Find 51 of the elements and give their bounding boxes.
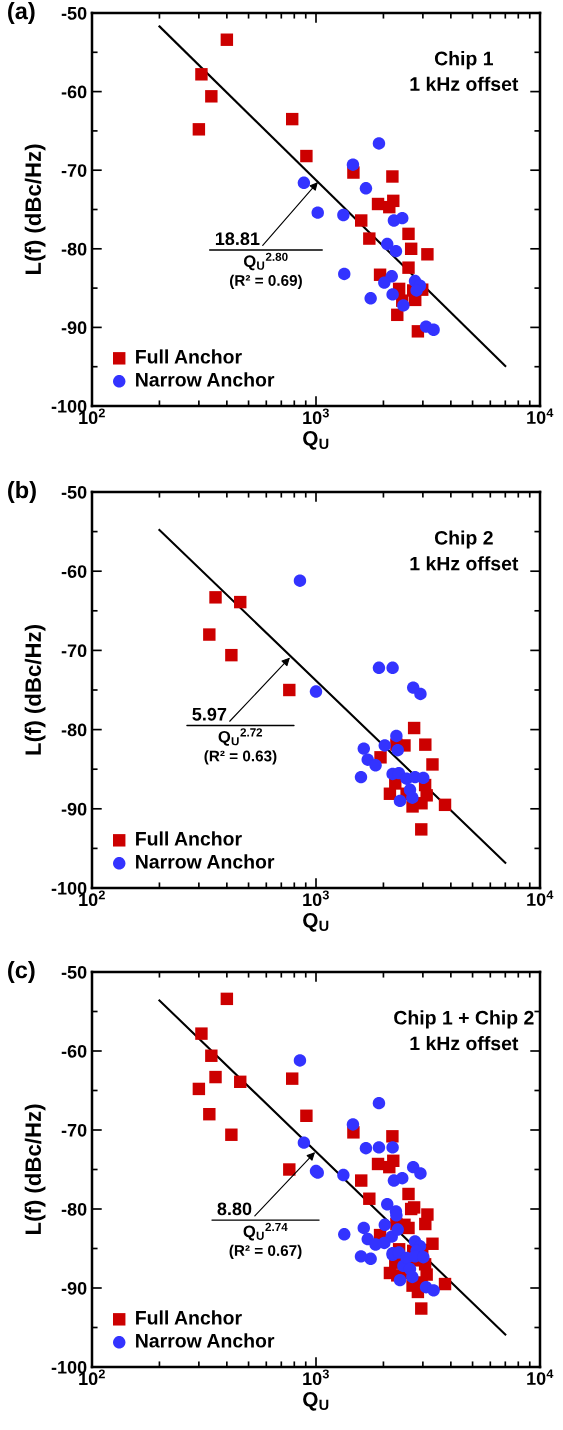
x-axis-title: Q$_{U}$ (303, 1391, 329, 1411)
annotation: 1 kHz offset (410, 76, 519, 91)
y-tick-label: -70 (61, 1123, 87, 1137)
y-tick-label: -60 (61, 85, 87, 99)
annotation: (R² = 0.69) (229, 274, 302, 289)
legend-label: Full Anchor (136, 831, 242, 846)
y-axis-title: L(f) (dBc/Hz) (24, 1104, 46, 1235)
x-tick-label: 10$^{3}$ (303, 1369, 329, 1386)
chart-title: (b) (8, 481, 36, 504)
annotation: 18.81 (215, 232, 260, 246)
legend-label: Full Anchor (136, 349, 242, 364)
y-tick-label: -50 (61, 965, 87, 979)
legend-label: Narrow Anchor (136, 854, 275, 869)
y-axis-title: L(f) (dBc/Hz) (24, 144, 46, 275)
y-tick-label: -50 (61, 485, 87, 499)
chart-title: (a) (8, 2, 35, 24)
x-tick-label: 10$^{3}$ (303, 408, 329, 425)
chart-title: (c) (8, 960, 35, 984)
annotation: 8.80 (217, 1202, 252, 1216)
annotation: (R² = 0.67) (229, 1244, 302, 1260)
y-tick-label: -80 (61, 1202, 87, 1216)
x-tick-label: 10$^{4}$ (527, 890, 554, 906)
legend-label: Full Anchor (136, 1310, 242, 1325)
annotation: Q$_{U}$$^{2.74}$ (243, 1222, 288, 1241)
annotation: Chip 2 (434, 530, 493, 549)
annotation: (R² = 0.63) (204, 750, 277, 765)
y-tick-label: -90 (61, 1281, 87, 1295)
y-tick-label: -90 (61, 321, 87, 335)
annotation: 5.97 (192, 707, 227, 721)
x-axis-title: Q$_{U}$ (303, 912, 329, 932)
y-tick-label: -60 (61, 1044, 87, 1058)
y-tick-label: -60 (61, 565, 87, 578)
y-tick-label: -80 (61, 723, 87, 737)
x-axis-title: Q$_{U}$ (303, 430, 329, 450)
y-tick-label: -90 (61, 802, 87, 816)
x-tick-label: 10$^{4}$ (527, 1369, 554, 1385)
y-tick-label: -50 (61, 6, 87, 20)
y-tick-label: -70 (61, 644, 87, 658)
annotation: Chip 1 + Chip 2 (394, 1010, 534, 1029)
annotation: Q$_{U}$$^{2.72}$ (218, 728, 263, 746)
annotation: 1 kHz offset (410, 556, 519, 571)
annotation: Q$_{U}$$^{2.80}$ (243, 252, 288, 271)
x-tick-label: 10$^{3}$ (303, 890, 329, 907)
y-tick-label: -80 (61, 242, 87, 256)
x-tick-label: 10$^{4}$ (527, 408, 554, 424)
legend-label: Narrow Anchor (136, 372, 275, 387)
legend-label: Narrow Anchor (136, 1333, 275, 1348)
y-axis-title: L(f) (dBc/Hz) (24, 625, 46, 755)
annotation: 1 kHz offset (410, 1036, 519, 1051)
annotation: Chip 1 (434, 51, 494, 70)
y-tick-label: -70 (61, 164, 87, 177)
